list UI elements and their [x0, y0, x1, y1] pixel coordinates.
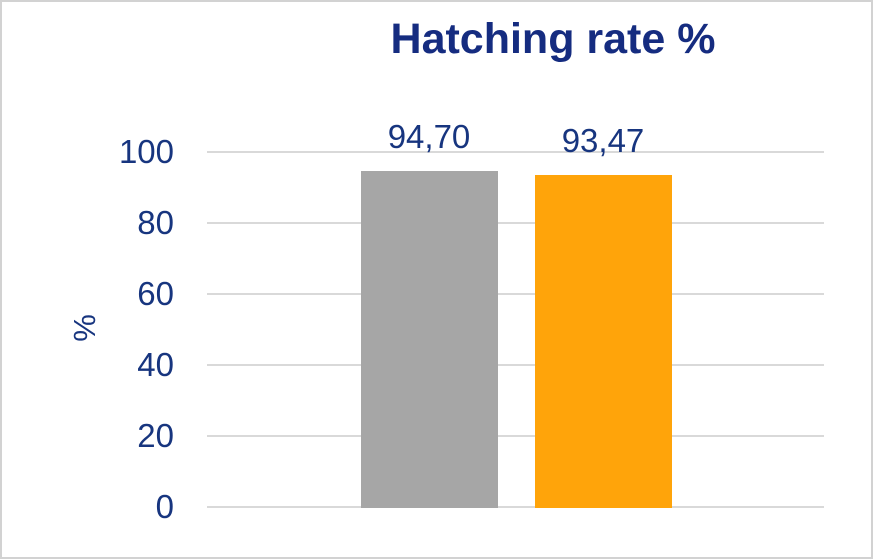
y-tick-label: 100 — [118, 133, 174, 170]
chart-title: Hatching rate % — [390, 15, 716, 63]
gridline — [207, 293, 824, 295]
bar-value-label: 93,47 — [561, 122, 645, 160]
gridline — [207, 222, 824, 224]
y-tick-label: 0 — [155, 488, 174, 525]
gridline — [207, 364, 824, 366]
y-tick-label: 20 — [137, 417, 174, 454]
y-axis-label: % — [67, 314, 102, 342]
y-tick-label: 60 — [137, 275, 174, 312]
bar-value-label: 94,70 — [387, 117, 471, 155]
y-tick-label: 80 — [137, 204, 174, 241]
gridline — [207, 435, 824, 437]
gridline — [207, 506, 824, 508]
gridline — [207, 151, 824, 153]
bar-1 — [360, 170, 498, 508]
y-tick-label: 40 — [137, 346, 174, 383]
bar-2 — [534, 175, 672, 508]
